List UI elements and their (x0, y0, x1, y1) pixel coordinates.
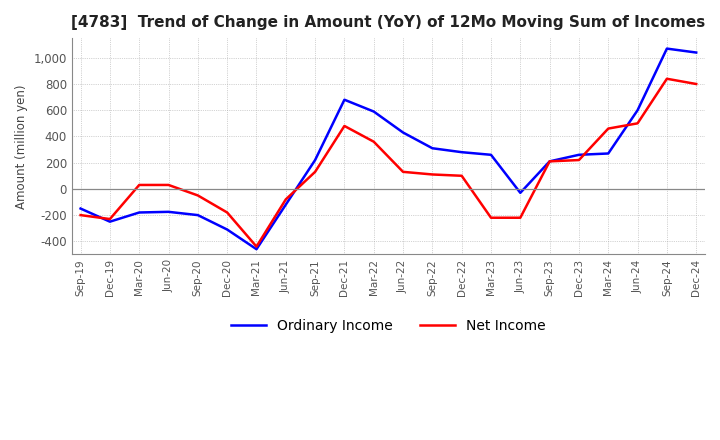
Net Income (516, 215, 525, 220)
Net Income (545, 159, 554, 164)
Ordinary Income (311, 158, 320, 163)
Ordinary Income (516, 190, 525, 195)
Ordinary Income (575, 152, 583, 158)
Net Income (223, 210, 232, 215)
Net Income (428, 172, 437, 177)
Net Income (457, 173, 466, 179)
Net Income (282, 197, 290, 202)
Ordinary Income (223, 227, 232, 232)
Ordinary Income (662, 46, 671, 51)
Ordinary Income (194, 213, 202, 218)
Line: Net Income: Net Income (81, 79, 696, 246)
Ordinary Income (692, 50, 701, 55)
Net Income (311, 169, 320, 175)
Net Income (106, 216, 114, 222)
Ordinary Income (164, 209, 173, 214)
Net Income (575, 158, 583, 163)
Ordinary Income (135, 210, 143, 215)
Title: [4783]  Trend of Change in Amount (YoY) of 12Mo Moving Sum of Incomes: [4783] Trend of Change in Amount (YoY) o… (71, 15, 706, 30)
Net Income (662, 76, 671, 81)
Net Income (194, 193, 202, 198)
Ordinary Income (282, 202, 290, 207)
Net Income (692, 81, 701, 87)
Net Income (604, 126, 613, 131)
Net Income (399, 169, 408, 175)
Ordinary Income (369, 109, 378, 114)
Y-axis label: Amount (million yen): Amount (million yen) (15, 84, 28, 209)
Net Income (135, 182, 143, 187)
Line: Ordinary Income: Ordinary Income (81, 48, 696, 249)
Ordinary Income (604, 151, 613, 156)
Ordinary Income (340, 97, 348, 103)
Ordinary Income (487, 152, 495, 158)
Ordinary Income (457, 150, 466, 155)
Net Income (164, 182, 173, 187)
Ordinary Income (545, 159, 554, 164)
Net Income (340, 123, 348, 128)
Net Income (369, 139, 378, 144)
Net Income (76, 213, 85, 218)
Legend: Ordinary Income, Net Income: Ordinary Income, Net Income (225, 313, 552, 338)
Ordinary Income (252, 246, 261, 252)
Ordinary Income (76, 206, 85, 211)
Net Income (252, 244, 261, 249)
Net Income (487, 215, 495, 220)
Ordinary Income (399, 130, 408, 135)
Ordinary Income (428, 146, 437, 151)
Ordinary Income (106, 219, 114, 224)
Ordinary Income (634, 108, 642, 113)
Net Income (634, 121, 642, 126)
